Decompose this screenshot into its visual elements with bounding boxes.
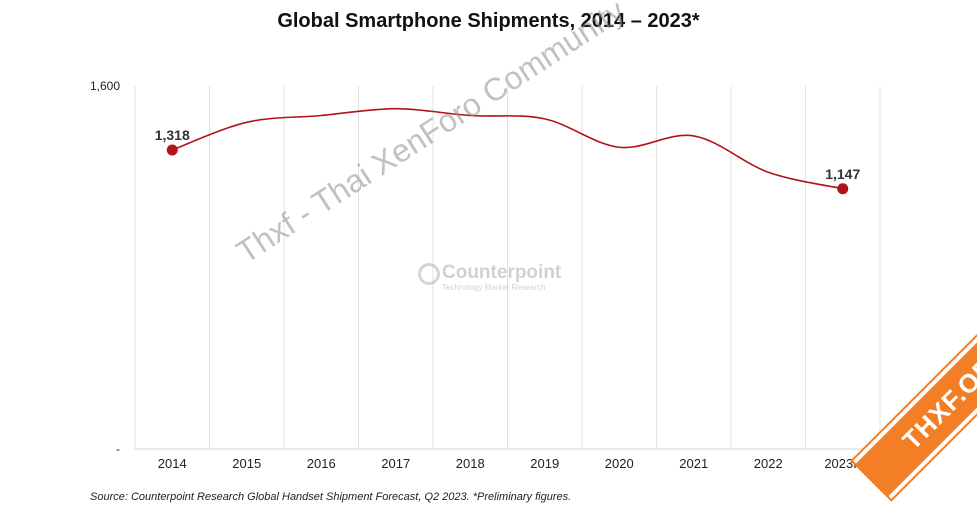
- x-tick-label: 2018: [456, 456, 485, 471]
- y-tick-labels: 1,600 -: [90, 79, 120, 456]
- data-labels: 1,318 1,147: [155, 127, 861, 182]
- x-tick-label: 2017: [381, 456, 410, 471]
- x-tick-label: 2019: [530, 456, 559, 471]
- logo-ring-icon: [418, 262, 440, 285]
- x-tick-label: 2023F: [824, 456, 861, 471]
- data-markers: [166, 144, 849, 195]
- data-point-marker: [166, 144, 178, 156]
- data-label: 1,318: [155, 127, 190, 143]
- data-point-marker: [837, 183, 849, 195]
- logo-name: Counterpoint: [442, 262, 562, 283]
- logo-tagline: Technology Market Research: [442, 282, 546, 292]
- x-tick-label: 2014: [158, 456, 187, 471]
- source-note: Source: Counterpoint Research Global Han…: [90, 491, 572, 503]
- series-line: [171, 107, 843, 190]
- y-tick-label: -: [116, 442, 120, 456]
- y-tick-label: 1,600: [90, 79, 120, 93]
- gridlines: [134, 86, 881, 449]
- x-tick-label: 2016: [307, 456, 336, 471]
- x-tick-label: 2021: [679, 456, 708, 471]
- chart-title: Global Smartphone Shipments, 2014 – 2023…: [277, 10, 700, 32]
- x-tick-labels: 2014 2015 2016 2017 2018 2019 2020 2021 2022 2023…: [158, 456, 861, 471]
- counterpoint-logo-watermark: Counterpoint Technology Market Research: [418, 262, 561, 292]
- x-tick-label: 2022: [754, 456, 783, 471]
- x-tick-label: 2020: [605, 456, 634, 471]
- data-label: 1,147: [825, 166, 860, 182]
- x-tick-label: 2015: [232, 456, 261, 471]
